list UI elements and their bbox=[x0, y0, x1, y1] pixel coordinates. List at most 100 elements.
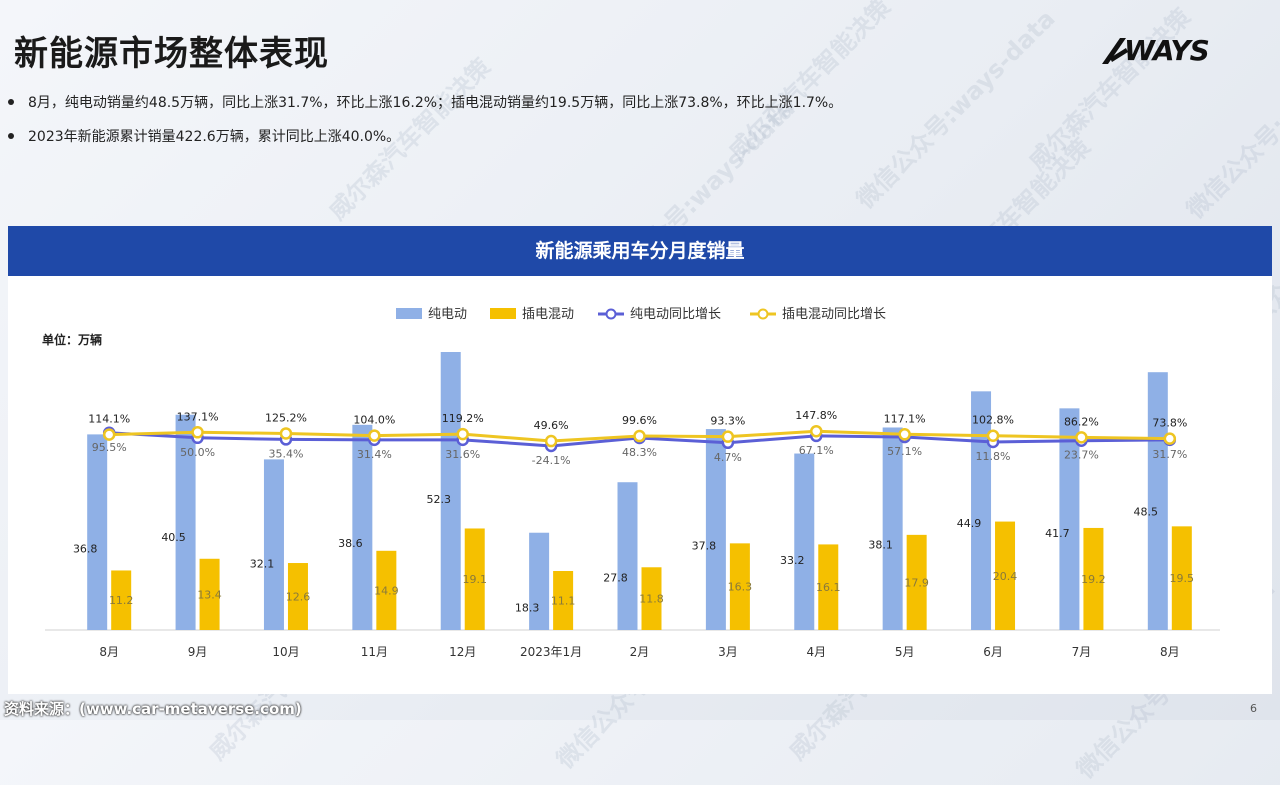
phev-growth-point bbox=[721, 430, 735, 443]
phev-growth-label: 73.8% bbox=[1152, 417, 1187, 430]
chart-title: 新能源乘用车分月度销量 bbox=[8, 226, 1272, 276]
bar-bev bbox=[440, 352, 461, 630]
bar-bev bbox=[529, 532, 550, 630]
phev-growth-point bbox=[898, 428, 911, 441]
bar-label-phev: 14.9 bbox=[374, 584, 399, 597]
bev-growth-label: 67.1% bbox=[799, 444, 834, 457]
phev-growth-label: 104.0% bbox=[353, 414, 395, 427]
bar-phev bbox=[818, 544, 839, 630]
bar-label-bev: 32.1 bbox=[250, 558, 275, 571]
legend-swatch bbox=[490, 308, 516, 319]
bev-growth-label: 48.3% bbox=[622, 446, 657, 459]
bar-bev bbox=[1147, 372, 1168, 630]
x-tick-label: 8月 bbox=[99, 645, 119, 659]
legend-label: 纯电动 bbox=[428, 307, 467, 322]
bar-label-phev: 11.2 bbox=[109, 594, 134, 607]
x-tick-label: 12月 bbox=[449, 645, 476, 659]
phev-growth-label: 119.2% bbox=[442, 412, 484, 425]
chart-panel: 新能源乘用车分月度销量 单位：万辆 纯电动 插电混动 纯电动同比增长 插电混动同比增长 3… bbox=[8, 226, 1272, 694]
bar-label-bev: 33.2 bbox=[780, 554, 805, 567]
phev-growth-point bbox=[456, 427, 469, 441]
phev-growth-point bbox=[279, 427, 293, 440]
bar-bev bbox=[971, 391, 992, 630]
phev-growth-label: 93.3% bbox=[710, 415, 745, 428]
bev-growth-label: -24.1% bbox=[532, 454, 571, 467]
bar-phev bbox=[111, 570, 132, 630]
bar-bev bbox=[882, 427, 903, 630]
x-tick-label: 10月 bbox=[272, 645, 299, 659]
bar-phev bbox=[553, 570, 574, 630]
phev-growth-point bbox=[1163, 432, 1177, 445]
bar-phev bbox=[1083, 527, 1104, 630]
bar-label-phev: 11.1 bbox=[551, 594, 576, 607]
bar-bev bbox=[617, 482, 638, 630]
bar-label-bev: 40.5 bbox=[161, 531, 186, 544]
monthly-sales-chart: 单位：万辆 纯电动 插电混动 纯电动同比增长 插电混动同比增长 36.8 11.2 8月 40.… bbox=[42, 307, 1220, 659]
phev-growth-label: 99.6% bbox=[622, 414, 657, 427]
x-tick-label: 7月 bbox=[1072, 645, 1092, 659]
bar-phev bbox=[376, 550, 397, 630]
ways-logo: WAYS bbox=[1100, 34, 1220, 68]
bev-growth-label: 11.8% bbox=[976, 450, 1011, 463]
bar-phev bbox=[1171, 526, 1192, 630]
phev-growth-label: 147.8% bbox=[795, 409, 837, 422]
logo-text: WAYS bbox=[1124, 34, 1210, 67]
legend-label: 插电混动 bbox=[522, 307, 574, 322]
watermark-text: 威尔森汽车智能决策 bbox=[1023, 3, 1197, 176]
phev-growth-point bbox=[368, 429, 381, 442]
bullet-item: 2023年新能源累计销量422.6万辆，累计同比上涨40.0%。 bbox=[8, 126, 400, 146]
bar-label-bev: 36.8 bbox=[73, 543, 98, 556]
bar-label-phev: 12.6 bbox=[286, 591, 311, 604]
ways-logo-mark-icon bbox=[1102, 38, 1128, 64]
bev-growth-label: 50.0% bbox=[180, 446, 215, 459]
x-tick-label: 6月 bbox=[983, 645, 1003, 659]
bar-label-bev: 38.6 bbox=[338, 537, 363, 550]
bar-label-phev: 13.4 bbox=[197, 588, 222, 601]
legend-marker bbox=[757, 308, 769, 320]
x-tick-label: 9月 bbox=[188, 645, 208, 659]
phev-growth-label: 114.1% bbox=[88, 413, 130, 426]
phev-growth-point bbox=[810, 424, 823, 438]
bar-bev bbox=[263, 459, 284, 630]
bullet-item: 8月，纯电动销量约48.5万辆，同比上涨31.7%，环比上涨16.2%；插电混动… bbox=[8, 92, 842, 112]
bullet-dot bbox=[8, 133, 14, 139]
bar-label-bev: 52.3 bbox=[426, 493, 451, 506]
bar-phev bbox=[464, 528, 485, 630]
bar-label-bev: 44.9 bbox=[957, 517, 982, 530]
bar-label-phev: 16.1 bbox=[816, 581, 841, 594]
bar-label-bev: 37.8 bbox=[692, 539, 717, 552]
bev-growth-label: 23.7% bbox=[1064, 449, 1099, 462]
bar-label-bev: 27.8 bbox=[603, 571, 628, 584]
unit-label: 单位：万辆 bbox=[42, 332, 102, 347]
page-number: 6 bbox=[1250, 702, 1257, 715]
legend-label: 纯电动同比增长 bbox=[630, 307, 721, 322]
x-tick-label: 2023年1月 bbox=[520, 645, 582, 659]
phev-growth-point bbox=[102, 428, 116, 441]
bullet-text: 2023年新能源累计销量422.6万辆，累计同比上涨40.0%。 bbox=[28, 129, 401, 145]
x-tick-label: 4月 bbox=[806, 645, 826, 659]
legend-label: 插电混动同比增长 bbox=[782, 307, 886, 322]
bar-label-bev: 38.1 bbox=[868, 538, 893, 551]
watermark-text: 微信公众号:ways-data bbox=[851, 4, 1061, 214]
bullet-dot bbox=[8, 99, 14, 105]
bev-growth-label: 57.1% bbox=[887, 445, 922, 458]
page-title: 新能源市场整体表现 bbox=[14, 34, 329, 74]
bev-growth-label: 95.5% bbox=[92, 441, 127, 454]
bar-label-phev: 16.3 bbox=[728, 581, 753, 594]
bar-phev bbox=[995, 521, 1016, 630]
x-tick-label: 3月 bbox=[718, 645, 738, 659]
bar-phev bbox=[287, 563, 308, 630]
bar-phev bbox=[729, 543, 750, 630]
bar-label-phev: 11.8 bbox=[639, 593, 664, 606]
phev-growth-label: 102.8% bbox=[972, 414, 1014, 427]
bullet-text: 8月，纯电动销量约48.5万辆，同比上涨31.7%，环比上涨16.2%；插电混动… bbox=[28, 95, 843, 111]
phev-growth-point bbox=[633, 429, 646, 443]
bev-growth-label: 35.4% bbox=[268, 447, 303, 460]
source-note: 资料来源：(www.car-metaverse.com) bbox=[4, 700, 302, 718]
bar-label-phev: 17.9 bbox=[904, 576, 929, 589]
x-tick-label: 2月 bbox=[630, 645, 650, 659]
bar-bev bbox=[87, 434, 108, 630]
bar-phev bbox=[906, 534, 927, 630]
bev-growth-label: 31.4% bbox=[357, 448, 392, 461]
bar-label-phev: 19.1 bbox=[462, 573, 487, 586]
